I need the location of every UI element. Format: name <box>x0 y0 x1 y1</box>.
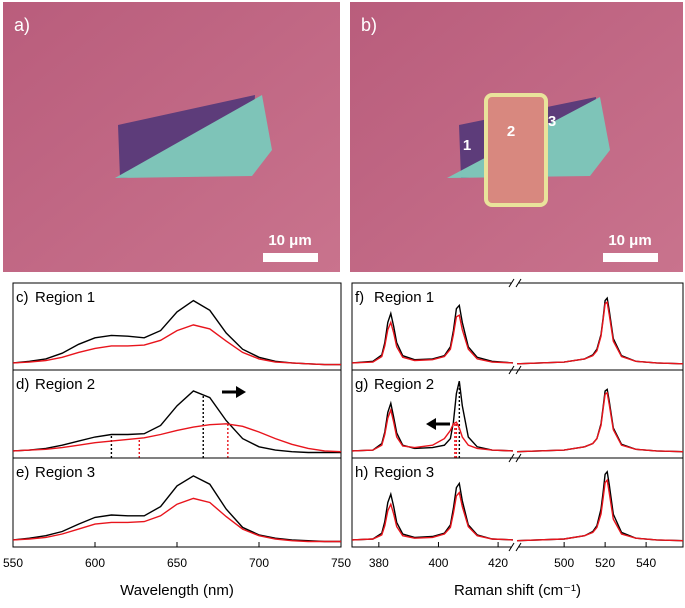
scale-label: 10 μm <box>268 232 311 249</box>
spectrum <box>516 388 684 453</box>
x-tick-label: 540 <box>636 556 656 570</box>
spectrum <box>351 490 514 541</box>
panel-label: c) <box>16 289 29 306</box>
panel-title: Region 1 <box>374 289 434 306</box>
panel-title: Region 1 <box>35 289 95 306</box>
flake <box>115 95 272 178</box>
panel-label: d) <box>16 376 29 393</box>
axis-break <box>512 280 518 550</box>
shift-arrow <box>222 386 246 398</box>
overlay-flake <box>484 93 548 207</box>
scale-bar <box>603 253 658 262</box>
x-tick-label: 500 <box>554 556 574 570</box>
image-label: a) <box>14 15 30 35</box>
break-mark <box>515 278 522 288</box>
shift-arrow <box>426 418 450 430</box>
panel-label: e) <box>16 464 29 481</box>
spectrum <box>12 324 341 366</box>
spectrum <box>12 423 342 453</box>
break-mark <box>515 542 522 552</box>
x-tick-label: 550 <box>3 556 23 570</box>
spectrum <box>516 478 684 542</box>
spectrum <box>351 407 514 452</box>
spectrum <box>351 303 514 364</box>
spectrum <box>516 391 684 453</box>
x-tick-label: 400 <box>428 556 448 570</box>
region-label: 1 <box>463 137 471 154</box>
spectrum <box>351 314 514 364</box>
region-label: 2 <box>507 123 515 140</box>
x-axis-label: Raman shift (cm⁻¹) <box>454 582 581 599</box>
spectrum <box>12 299 341 366</box>
x-tick-label: 650 <box>167 556 187 570</box>
image-label: b) <box>361 15 377 35</box>
spectrum <box>12 497 341 543</box>
plot-frame <box>12 282 342 548</box>
panel-title: Region 3 <box>374 464 434 481</box>
spectrum <box>12 390 341 454</box>
scale-label: 10 μm <box>608 232 651 249</box>
region-label: 3 <box>548 113 556 130</box>
x-tick-label: 420 <box>488 556 508 570</box>
spectrum <box>351 481 514 541</box>
x-tick-label: 520 <box>595 556 615 570</box>
spectrum <box>516 300 684 365</box>
panel-label: h) <box>355 464 368 481</box>
panel-title: Region 2 <box>374 376 434 393</box>
break-mark <box>508 278 515 288</box>
panel-label: f) <box>355 289 364 306</box>
x-axis-label: Wavelength (nm) <box>120 582 234 599</box>
scale-bar <box>263 253 318 262</box>
x-tick-label: 750 <box>331 556 351 570</box>
spectrum <box>12 475 341 543</box>
spectrum <box>516 296 684 365</box>
break-mark <box>508 542 515 552</box>
spectrum <box>516 470 684 542</box>
panel-label: g) <box>355 376 368 393</box>
x-tick-label: 600 <box>85 556 105 570</box>
x-tick-label: 380 <box>369 556 389 570</box>
panel-title: Region 3 <box>35 464 95 481</box>
x-tick-label: 700 <box>249 556 269 570</box>
panel-title: Region 2 <box>35 376 95 393</box>
